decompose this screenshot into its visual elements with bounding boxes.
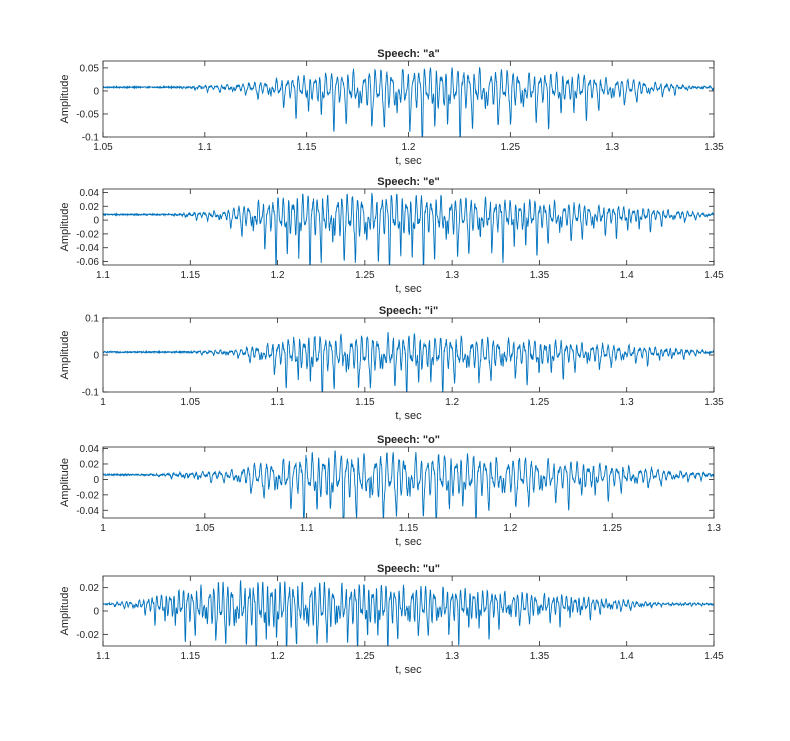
chart-4: 1 1.05 1.1 1.15 1.2 1.25 1.3 -0.04 -0.02 0 0.02 0.0… bbox=[59, 434, 721, 548]
x-tick-label: 1.05 bbox=[93, 142, 113, 153]
y-tick-label: 0 bbox=[93, 475, 99, 486]
plot-area bbox=[103, 61, 714, 137]
y-axis-label: Amplitude bbox=[59, 458, 71, 507]
series-line bbox=[103, 580, 714, 646]
series-line bbox=[103, 192, 714, 265]
chart-title: Speech: "u" bbox=[377, 563, 440, 575]
x-tick-label: 1.25 bbox=[530, 397, 550, 408]
x-tick-label: 1.15 bbox=[355, 397, 375, 408]
y-axis-label: Amplitude bbox=[59, 203, 71, 252]
y-tick-label: 0.04 bbox=[80, 444, 100, 455]
x-tick-label: 1.25 bbox=[355, 270, 375, 281]
series-line bbox=[103, 450, 714, 518]
x-tick-label: 1.25 bbox=[355, 651, 375, 662]
x-tick-label: 1.05 bbox=[195, 523, 215, 534]
y-tick-label: 0.1 bbox=[85, 314, 99, 325]
series-line bbox=[103, 67, 714, 137]
x-tick-label: 1.15 bbox=[181, 651, 201, 662]
x-tick-label: 1.4 bbox=[620, 270, 634, 281]
y-tick-label: 0.02 bbox=[80, 459, 100, 470]
y-axis-label: Amplitude bbox=[59, 75, 71, 124]
chart-1: 1.05 1.1 1.15 1.2 1.25 1.3 1.35 -0.1 -0.05 0 0.05 S… bbox=[59, 48, 724, 167]
y-tick-label: 0 bbox=[93, 351, 99, 362]
x-tick-label: 1.3 bbox=[445, 651, 459, 662]
x-tick-label: 1.15 bbox=[399, 523, 419, 534]
x-axis-label: t, sec bbox=[395, 155, 422, 167]
y-tick-label: -0.04 bbox=[76, 243, 99, 254]
x-tick-label: 1.25 bbox=[501, 142, 521, 153]
x-tick-label: 1.3 bbox=[605, 142, 619, 153]
x-tick-label: 1.3 bbox=[620, 397, 634, 408]
x-tick-label: 1.2 bbox=[503, 523, 517, 534]
chart-title: Speech: "i" bbox=[379, 305, 438, 317]
x-tick-label: 1.15 bbox=[297, 142, 317, 153]
y-tick-label: 0.02 bbox=[80, 202, 100, 213]
x-tick-label: 1.35 bbox=[704, 142, 724, 153]
y-tick-label: 0 bbox=[93, 86, 99, 97]
y-tick-label: -0.1 bbox=[82, 133, 100, 144]
x-tick-label: 1.2 bbox=[445, 397, 459, 408]
y-tick-label: 0 bbox=[93, 216, 99, 227]
y-axis-label: Amplitude bbox=[59, 587, 71, 636]
x-tick-label: 1.15 bbox=[181, 270, 201, 281]
y-tick-label: 0.04 bbox=[80, 188, 100, 199]
x-tick-label: 1.1 bbox=[271, 397, 285, 408]
x-axis-label: t, sec bbox=[395, 283, 422, 295]
x-tick-label: 1.4 bbox=[620, 651, 634, 662]
x-axis-label: t, sec bbox=[395, 536, 422, 548]
chart-2: 1.1 1.15 1.2 1.25 1.3 1.35 1.4 1.45 -0.06 -0.04 -0… bbox=[59, 176, 724, 295]
x-tick-label: 1.1 bbox=[198, 142, 212, 153]
y-tick-label: -0.1 bbox=[82, 388, 100, 399]
x-axis-label: t, sec bbox=[395, 664, 422, 676]
series-line bbox=[103, 331, 714, 392]
x-tick-label: 1.45 bbox=[704, 651, 724, 662]
y-tick-label: -0.05 bbox=[76, 109, 99, 120]
y-tick-label: -0.02 bbox=[76, 229, 99, 240]
y-tick-label: 0.02 bbox=[80, 583, 100, 594]
y-tick-label: -0.06 bbox=[76, 257, 99, 268]
chart-title: Speech: "o" bbox=[377, 434, 440, 446]
x-tick-label: 1.35 bbox=[530, 651, 550, 662]
y-tick-label: -0.02 bbox=[76, 490, 99, 501]
chart-5: 1.1 1.15 1.2 1.25 1.3 1.35 1.4 1.45 -0.02 0 0.02 Sp… bbox=[59, 563, 724, 676]
chart-title: Speech: "e" bbox=[377, 176, 439, 188]
x-tick-label: 1.2 bbox=[402, 142, 416, 153]
x-tick-label: 1 bbox=[100, 523, 106, 534]
x-tick-label: 1.3 bbox=[707, 523, 721, 534]
x-tick-label: 1.2 bbox=[271, 270, 285, 281]
chart-title: Speech: "a" bbox=[377, 48, 439, 60]
y-tick-label: -0.02 bbox=[76, 630, 99, 641]
x-tick-label: 1.1 bbox=[96, 270, 110, 281]
y-tick-label: 0 bbox=[93, 607, 99, 618]
x-tick-label: 1.1 bbox=[96, 651, 110, 662]
chart-3: 1 1.05 1.1 1.15 1.2 1.25 1.3 1.35 -0.1 0 0.1 Speech… bbox=[59, 305, 724, 422]
x-axis-label: t, sec bbox=[395, 410, 422, 422]
x-tick-label: 1.1 bbox=[300, 523, 314, 534]
y-tick-label: 0.05 bbox=[80, 63, 100, 74]
y-axis-label: Amplitude bbox=[59, 331, 71, 380]
y-tick-label: -0.04 bbox=[76, 506, 99, 517]
x-tick-label: 1.2 bbox=[271, 651, 285, 662]
x-tick-label: 1.25 bbox=[602, 523, 622, 534]
x-tick-label: 1.05 bbox=[181, 397, 201, 408]
x-tick-label: 1.35 bbox=[704, 397, 724, 408]
x-tick-label: 1.45 bbox=[704, 270, 724, 281]
axes-box bbox=[102, 188, 715, 266]
x-tick-label: 1 bbox=[100, 397, 106, 408]
x-tick-label: 1.35 bbox=[530, 270, 550, 281]
x-tick-label: 1.3 bbox=[445, 270, 459, 281]
